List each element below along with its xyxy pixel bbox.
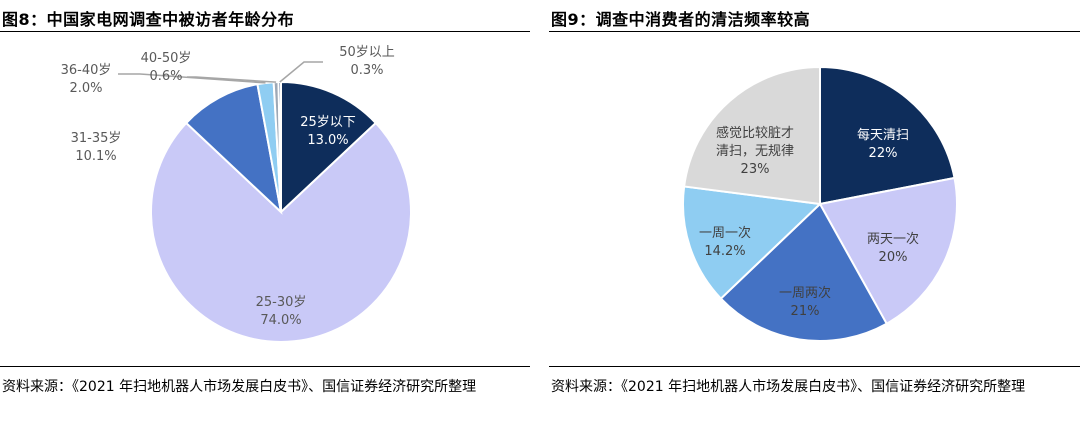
age-pie-value-label-1: 74.0% [260, 313, 301, 328]
freq-pie-category-label-4: 感觉比较脏才 [716, 125, 794, 141]
freq-pie-category-label-0: 每天清扫 [857, 127, 909, 143]
age-pie-category-label-0: 25岁以下 [300, 115, 356, 130]
freq-pie-value-label-1: 20% [879, 250, 908, 265]
figure-8-title: 图8：中国家电网调查中被访者年龄分布 [2, 10, 295, 29]
freq-pie-category-label-3: 一周一次 [699, 225, 751, 241]
figure-9-top-rule [549, 31, 1080, 32]
age-pie-leader-3 [118, 73, 266, 84]
freq-pie-category-label-4: 清扫，无规律 [716, 144, 794, 159]
figure-8-bottom-rule [0, 366, 530, 367]
figure-9-source: 资料来源：《2021 年扫地机器人市场发展白皮书》、国信证券经济研究所整理 [551, 379, 1026, 395]
age-pie-leader-5 [279, 61, 323, 83]
age-pie-chart: 25岁以下 13.0% 25-30岁 74.0% 31-35岁 10.1% 36-40岁 2.… [61, 45, 412, 343]
age-pie-leader-4 [187, 76, 277, 83]
age-pie-category-label-4: 40-50岁 [141, 51, 192, 66]
age-pie-slice-2 [184, 82, 283, 215]
freq-pie-slice-4 [683, 65, 821, 206]
age-pie-slice-0 [280, 80, 378, 215]
freq-pie-slice-2 [719, 202, 888, 342]
age-pie-category-label-2: 31-35岁 [71, 131, 122, 146]
figure-9-bottom-rule [549, 366, 1080, 367]
age-pie-category-label-3: 36-40岁 [61, 63, 112, 78]
freq-pie-value-label-2: 21% [791, 304, 820, 319]
cleaning-frequency-pie-chart: 每天清扫 22% 两天一次 20% 一周两次 21% 一周一次 14.2% 感觉比较脏才清扫，无… [682, 65, 958, 342]
freq-pie-value-label-3: 14.2% [704, 244, 745, 259]
freq-pie-value-label-0: 22% [869, 146, 898, 161]
freq-pie-slice-1 [818, 176, 958, 326]
figure-8-source: 资料来源：《2021 年扫地机器人市场发展白皮书》、国信证券经济研究所整理 [2, 379, 477, 395]
figure-8-top-rule [0, 31, 530, 32]
age-pie-category-label-1: 25-30岁 [256, 295, 307, 310]
figure-8-panel: 图8：中国家电网调查中被访者年龄分布 25岁以下 13.0% 25-30岁 74.0%… [0, 0, 530, 429]
age-pie-slice-1 [150, 121, 412, 343]
freq-pie-category-label-2: 一周两次 [779, 285, 831, 301]
figure-9-title: 图9：调查中消费者的清洁频率较高 [551, 10, 811, 29]
freq-pie-category-label-1: 两天一次 [867, 231, 919, 247]
age-pie-category-label-5: 50岁以上 [339, 45, 395, 60]
age-pie-slice-5 [277, 80, 282, 213]
age-pie-value-label-0: 13.0% [307, 133, 348, 148]
age-pie-value-label-5: 0.3% [350, 63, 383, 78]
freq-pie-slice-3 [682, 185, 823, 300]
freq-pie-slice-0 [819, 65, 956, 206]
age-pie-value-label-2: 10.1% [75, 149, 116, 164]
age-pie-value-label-3: 2.0% [69, 81, 102, 96]
freq-pie-value-label-4: 23% [741, 162, 770, 177]
age-pie-value-label-4: 0.6% [149, 69, 182, 84]
figure-9-panel: 图9：调查中消费者的清洁频率较高 每天清扫 22% 两天一次 20% 一周两次 21% 一周… [549, 0, 1080, 429]
